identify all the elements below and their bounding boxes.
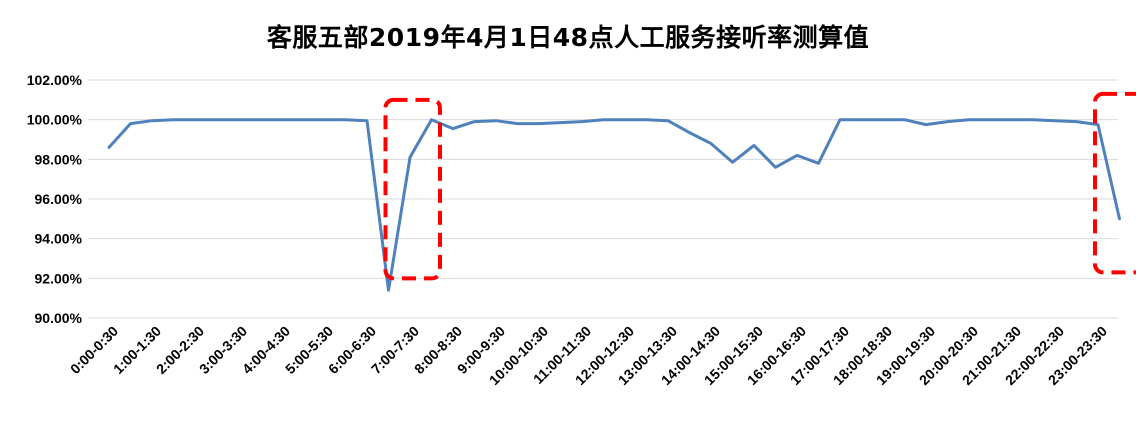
series-line: [107, 118, 1121, 292]
series-layer: [107, 118, 1121, 292]
data-point: [194, 118, 197, 121]
data-point: [968, 118, 971, 121]
data-point: [1032, 118, 1035, 121]
data-point: [1054, 119, 1057, 122]
y-tick-label: 92.00%: [35, 270, 83, 286]
data-point: [839, 118, 842, 121]
data-point: [1011, 118, 1014, 121]
data-point: [366, 119, 369, 122]
data-point: [559, 121, 562, 124]
data-point: [538, 122, 541, 125]
data-point: [667, 119, 670, 122]
data-point: [946, 120, 949, 123]
data-point: [108, 146, 111, 149]
data-point: [516, 122, 519, 125]
highlight-layer: [383, 91, 1136, 281]
chart-title: 客服五部2019年4月1日48点人工服务接听率测算值: [266, 23, 870, 52]
data-point: [882, 118, 885, 121]
data-point: [624, 118, 627, 121]
data-point: [903, 118, 906, 121]
highlight-box: [383, 97, 442, 281]
data-point: [215, 118, 218, 121]
data-point: [1097, 123, 1100, 126]
data-point: [860, 118, 863, 121]
gridlines: [88, 79, 1118, 319]
data-point: [430, 118, 433, 121]
data-point: [344, 118, 347, 121]
data-point: [473, 120, 476, 123]
y-axis-tick-labels: 90.00% 92.00% 94.00% 96.00% 98.00% 100.00% 102…: [27, 72, 83, 326]
y-tick-label: 96.00%: [35, 191, 83, 207]
data-point: [495, 119, 498, 122]
data-point: [731, 161, 734, 164]
data-point: [753, 144, 756, 147]
y-tick-label: 100.00%: [27, 112, 83, 128]
data-point: [774, 166, 777, 169]
data-point: [581, 120, 584, 123]
data-point: [237, 118, 240, 121]
y-tick-label: 90.00%: [35, 310, 83, 326]
data-point: [989, 118, 992, 121]
data-point: [129, 122, 132, 125]
data-point: [710, 142, 713, 145]
data-point: [1075, 120, 1078, 123]
data-point: [645, 118, 648, 121]
data-point: [1118, 217, 1121, 220]
y-tick-label: 102.00%: [27, 72, 83, 88]
y-tick-label: 94.00%: [35, 231, 83, 247]
highlight-box: [1093, 91, 1136, 275]
data-point: [452, 127, 455, 130]
data-point: [387, 289, 390, 292]
data-point: [688, 131, 691, 134]
data-point: [280, 118, 283, 121]
data-point: [409, 156, 412, 159]
data-point: [796, 154, 799, 157]
data-point: [817, 162, 820, 165]
y-tick-label: 98.00%: [35, 151, 83, 167]
data-point: [323, 118, 326, 121]
data-point: [602, 118, 605, 121]
data-point: [258, 118, 261, 121]
data-point: [151, 119, 154, 122]
data-point: [301, 118, 304, 121]
data-point: [925, 123, 928, 126]
data-point: [172, 118, 175, 121]
x-axis-tick-labels: 0:00-0:301:00-1:302:00-2:303:00-3:304:00…: [67, 323, 1110, 388]
